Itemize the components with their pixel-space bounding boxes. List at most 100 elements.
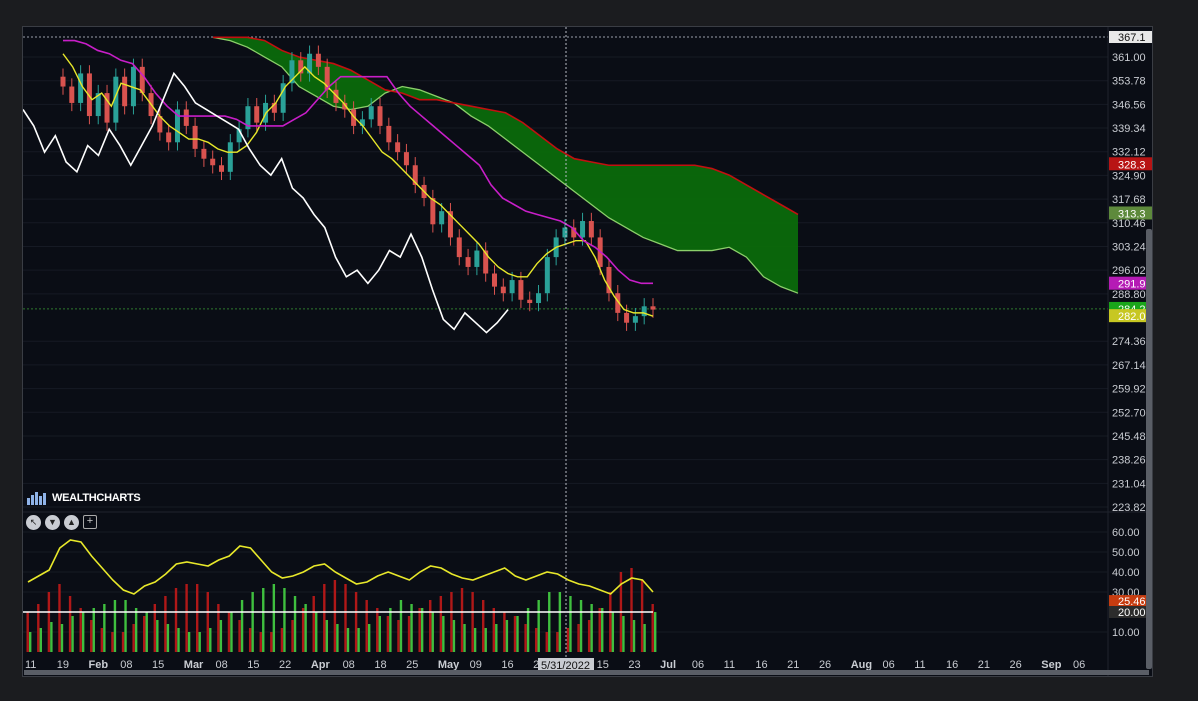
- di-minus-bar: [79, 608, 82, 652]
- date-tick-label: 16: [755, 659, 767, 671]
- di-minus-bar: [291, 620, 294, 652]
- candle-body: [474, 250, 480, 267]
- date-tick-label: 16: [946, 659, 958, 671]
- date-tick-label: Mar: [184, 659, 204, 671]
- candle-body: [483, 250, 489, 274]
- cloud-span-a: [212, 36, 799, 294]
- date-tick-label: 21: [787, 659, 799, 671]
- di-plus-bar: [367, 624, 371, 652]
- price-badge: [1109, 309, 1152, 323]
- candle-body: [183, 109, 189, 126]
- di-minus-bar: [354, 592, 358, 652]
- di-plus-bar: [463, 624, 466, 652]
- lagging-line: [23, 71, 509, 334]
- di-plus-bar: [611, 612, 615, 652]
- di-plus-bar: [219, 620, 223, 652]
- di-plus-bar: [495, 624, 498, 652]
- candle-body: [562, 227, 568, 238]
- di-plus-bar: [325, 620, 329, 652]
- plus-icon[interactable]: +: [83, 515, 97, 529]
- di-minus-bar: [121, 632, 125, 652]
- di-plus-bar: [357, 628, 360, 652]
- candle-body: [351, 109, 357, 126]
- di-plus-bar: [505, 620, 509, 652]
- osc-tick-label: 10.00: [1112, 627, 1140, 639]
- di-minus-bar: [482, 600, 485, 652]
- di-minus-bar: [513, 616, 517, 652]
- di-minus-bar: [217, 604, 220, 652]
- di-plus-bar: [39, 628, 42, 652]
- price-badge: [1109, 206, 1152, 220]
- price-badge-label: 282.0: [1118, 311, 1146, 323]
- candle-body: [174, 109, 180, 143]
- di-plus-bar: [209, 628, 212, 652]
- di-plus-bar: [643, 624, 646, 652]
- di-plus-bar: [431, 612, 434, 652]
- candle-body: [192, 125, 198, 149]
- candle-body: [580, 221, 586, 238]
- di-plus-bar: [293, 596, 297, 652]
- di-plus-bar: [304, 604, 307, 652]
- di-plus-bar: [145, 612, 148, 652]
- candle-body: [456, 237, 462, 258]
- chart-toolbar: ↖ ▼ ▲ +: [26, 515, 97, 530]
- date-tick-label: 26: [819, 659, 831, 671]
- candle-body: [122, 76, 128, 107]
- di-plus-bar: [389, 608, 392, 652]
- di-minus-bar: [323, 584, 326, 652]
- date-tick-label: 11: [724, 659, 735, 671]
- price-tick-label: 317.68: [1112, 194, 1146, 206]
- di-plus-bar: [177, 628, 180, 652]
- di-minus-bar: [503, 612, 506, 652]
- di-plus-bar: [187, 632, 191, 652]
- horizontal-scrollbar[interactable]: [24, 670, 1149, 675]
- di-minus-bar: [492, 608, 496, 652]
- down-icon[interactable]: ▼: [45, 515, 60, 530]
- candle-body: [342, 102, 348, 110]
- candle-body: [641, 306, 647, 317]
- di-plus-bar: [336, 624, 339, 652]
- di-plus-bar: [156, 620, 159, 652]
- up-icon[interactable]: ▲: [64, 515, 79, 530]
- candle-body: [500, 286, 506, 294]
- candle-body: [544, 257, 550, 294]
- candle-body: [527, 299, 533, 304]
- chart-canvas[interactable]: 361.00 353.78 346.56 339.34 332.12 324.90 317.…: [23, 27, 1153, 677]
- price-tick-label: 252.70: [1112, 407, 1146, 419]
- chart-frame[interactable]: 361.00 353.78 346.56 339.34 332.12 324.90 317.…: [22, 26, 1153, 677]
- osc-badge-label: 25.46: [1118, 596, 1146, 608]
- date-tick-label: 11: [25, 659, 36, 671]
- di-plus-bar: [654, 612, 657, 652]
- candle-body: [403, 152, 409, 166]
- price-tick-label: 310.46: [1112, 218, 1146, 230]
- di-minus-bar: [238, 620, 241, 652]
- di-plus-bar: [601, 608, 604, 652]
- candle-body: [130, 66, 136, 107]
- date-tick-label: Aug: [851, 659, 872, 671]
- di-plus-bar: [166, 624, 170, 652]
- di-plus-bar: [283, 588, 286, 652]
- di-minus-bar: [598, 608, 601, 652]
- candle-body: [368, 106, 374, 120]
- price-tick-label: 238.26: [1112, 455, 1146, 467]
- candle-body: [315, 53, 321, 67]
- di-minus-bar: [280, 628, 284, 652]
- di-plus-bar: [262, 588, 265, 652]
- di-plus-bar: [81, 612, 85, 652]
- di-plus-bar: [590, 604, 593, 652]
- di-plus-bar: [442, 616, 445, 652]
- di-minus-bar: [556, 632, 559, 652]
- candle-body: [69, 86, 75, 103]
- crosshair-date-label: 5/31/2022: [541, 660, 590, 672]
- grid-lines: [23, 27, 1152, 676]
- vertical-scrollbar[interactable]: [1146, 229, 1152, 669]
- candle-body: [430, 198, 436, 225]
- di-minus-bar: [640, 580, 644, 652]
- pointer-icon[interactable]: ↖: [26, 515, 41, 530]
- di-minus-bar: [111, 632, 114, 652]
- di-plus-bar: [410, 604, 413, 652]
- di-plus-bar: [516, 616, 519, 652]
- candle-body: [60, 76, 66, 87]
- di-plus-bar: [315, 612, 318, 652]
- di-minus-bar: [174, 588, 178, 652]
